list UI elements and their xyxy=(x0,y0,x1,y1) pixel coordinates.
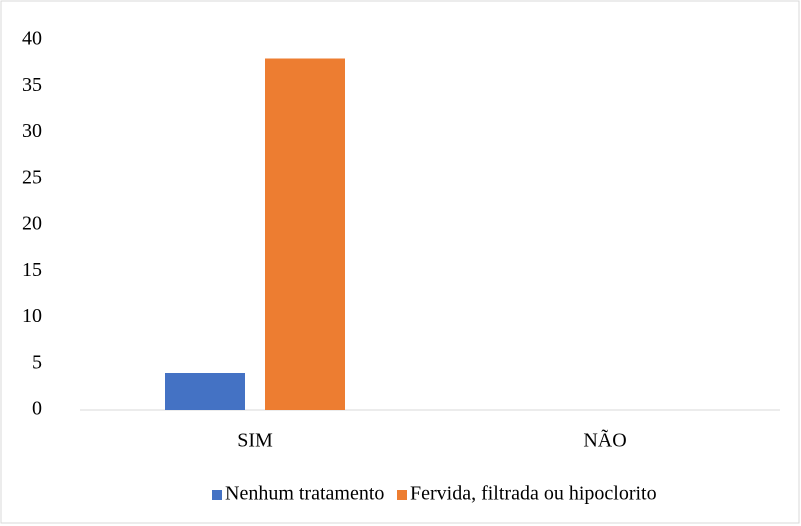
y-tick-label: 30 xyxy=(22,120,42,142)
bar xyxy=(165,373,245,410)
y-tick-label: 25 xyxy=(22,166,42,188)
bar xyxy=(265,58,345,410)
legend-swatch xyxy=(397,490,407,500)
y-tick-label: 20 xyxy=(22,213,42,235)
x-tick-label: NÃO xyxy=(583,428,626,452)
y-tick-label: 0 xyxy=(32,398,42,420)
x-tick-label: SIM xyxy=(237,430,273,452)
y-tick-label: 5 xyxy=(32,351,42,373)
y-tick-label: 40 xyxy=(22,28,42,50)
y-tick-label: 35 xyxy=(22,74,42,96)
legend-label: Nenhum tratamento xyxy=(225,483,384,505)
y-tick-label: 15 xyxy=(22,259,42,281)
legend-label: Fervida, filtrada ou hipoclorito xyxy=(410,483,657,505)
legend-swatch xyxy=(212,490,222,500)
y-tick-label: 10 xyxy=(22,305,42,327)
